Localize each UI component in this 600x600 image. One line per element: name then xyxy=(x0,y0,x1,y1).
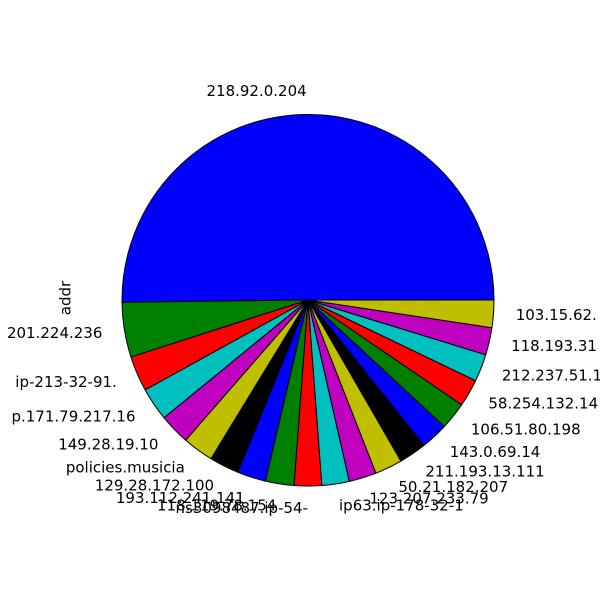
slice-label: 118.119.78.154 xyxy=(157,496,276,514)
pie-slice xyxy=(121,113,495,303)
slice-label: 58.254.132.14 xyxy=(488,395,598,413)
slice-label: ns3098487.ip-54- xyxy=(176,499,309,517)
slice-label: policies.musicia xyxy=(66,459,185,477)
slice-label: 212.237.51.1 xyxy=(502,367,600,385)
slice-label: ip63.ip-178-32-1 xyxy=(339,497,464,515)
slice-label: 129.28.172.100 xyxy=(95,477,214,495)
slice-label: p.171.79.217.16 xyxy=(11,407,135,425)
y-axis-label: addr xyxy=(57,280,75,315)
slice-label: 103.15.62. xyxy=(516,306,597,324)
slice-label: 118.193.31 xyxy=(511,337,597,355)
slice-label: 201.224.236 xyxy=(7,324,102,342)
slice-label: 149.28.19.10 xyxy=(58,436,158,454)
slice-label: 193.112.241.141 xyxy=(116,489,245,507)
slice-label: 50.21.182.207 xyxy=(398,478,508,496)
pie-slice-labels: 218.92.0.204 201.224.236 ip-213-32-91. p.17… xyxy=(7,82,600,517)
pie-slices xyxy=(121,113,495,487)
slice-label: 211.193.13.111 xyxy=(425,463,544,481)
slice-label: 123.207.233.79 xyxy=(369,490,488,508)
slice-label: ip-213-32-91. xyxy=(15,373,117,391)
slice-label: 218.92.0.204 xyxy=(206,82,306,100)
slice-label: 143.0.69.14 xyxy=(450,443,541,461)
slice-label: 106.51.80.198 xyxy=(471,420,581,438)
pie-slice xyxy=(307,299,495,329)
